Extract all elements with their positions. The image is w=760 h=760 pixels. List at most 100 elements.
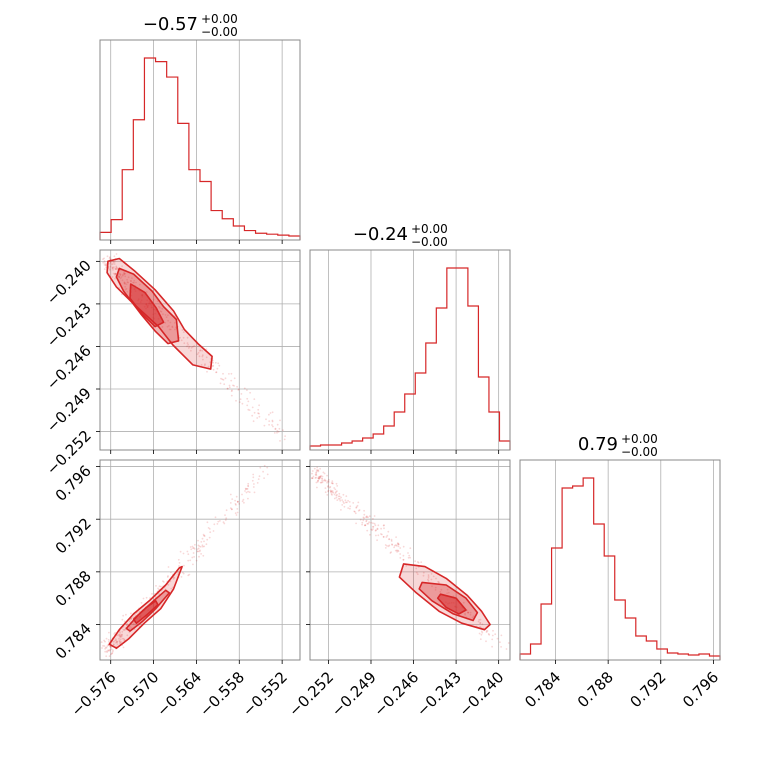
- scatter-point: [340, 509, 342, 511]
- scatter-point: [219, 382, 222, 385]
- scatter-point: [246, 488, 248, 490]
- scatter-point: [369, 533, 371, 536]
- scatter-point: [242, 498, 245, 501]
- scatter-point: [317, 469, 320, 472]
- scatter-point: [271, 419, 274, 422]
- scatter-point: [417, 561, 420, 564]
- scatter-point: [393, 544, 396, 547]
- panel-frame: [519, 459, 721, 661]
- scatter-point: [114, 638, 117, 640]
- scatter-point: [395, 549, 398, 552]
- scatter-point: [188, 573, 191, 576]
- scatter-point: [191, 545, 194, 548]
- x-tick-label: −0.558: [196, 668, 248, 720]
- scatter-point: [236, 501, 239, 503]
- scatter-point: [135, 281, 137, 284]
- scatter-point: [234, 512, 237, 515]
- scatter-point: [247, 408, 250, 411]
- scatter-point: [114, 272, 116, 275]
- scatter-point: [177, 571, 180, 573]
- scatter-point: [491, 634, 494, 637]
- scatter-point: [110, 262, 112, 264]
- scatter-point: [118, 272, 121, 275]
- scatter-point: [259, 466, 262, 469]
- x-tick-label: −0.552: [239, 668, 291, 720]
- scatter-point: [430, 573, 433, 575]
- scatter-point: [390, 540, 393, 542]
- scatter-point: [214, 361, 217, 364]
- scatter-point: [231, 389, 233, 392]
- scatter-point: [330, 490, 333, 493]
- scatter-point: [106, 650, 108, 653]
- scatter-point: [183, 342, 186, 345]
- scatter-point: [253, 491, 256, 494]
- scatter-point: [109, 648, 111, 651]
- scatter-point: [212, 530, 215, 532]
- scatter-point: [180, 339, 183, 342]
- scatter-point: [416, 561, 419, 563]
- scatter-point: [201, 355, 204, 358]
- scatter-point: [397, 543, 399, 545]
- scatter-point: [112, 269, 114, 271]
- scatter-point: [197, 539, 199, 542]
- scatter-point: [158, 305, 160, 308]
- scatter-point: [439, 591, 442, 593]
- scatter-point: [158, 585, 161, 588]
- scatter-point: [110, 652, 113, 655]
- scatter-point: [365, 519, 368, 522]
- scatter-point: [193, 345, 196, 347]
- scatter-point: [122, 637, 125, 640]
- scatter-point: [118, 640, 121, 642]
- scatter-point: [106, 645, 109, 647]
- scatter-point: [284, 435, 286, 437]
- scatter-point: [263, 464, 266, 467]
- scatter-point: [118, 633, 120, 636]
- scatter-point: [204, 363, 206, 366]
- scatter-point: [331, 482, 334, 485]
- scatter-point: [112, 644, 115, 646]
- scatter-point: [216, 367, 219, 370]
- scatter-point: [345, 495, 348, 498]
- scatter-point: [167, 319, 170, 322]
- scatter-point: [114, 273, 116, 276]
- scatter-point: [119, 635, 122, 637]
- scatter-point: [326, 485, 329, 488]
- scatter-point: [469, 611, 472, 614]
- scatter-point: [119, 641, 121, 644]
- scatter-point: [319, 476, 321, 478]
- scatter-point: [391, 543, 393, 546]
- scatter-point: [219, 520, 221, 522]
- scatter-point: [171, 326, 174, 329]
- scatter-point: [163, 581, 165, 583]
- scatter-point: [399, 547, 402, 549]
- histogram-bars: [99, 57, 301, 240]
- scatter-point: [158, 306, 161, 309]
- scatter-point: [171, 325, 174, 328]
- scatter-point: [167, 584, 170, 586]
- scatter-point: [186, 336, 189, 339]
- scatter-point: [108, 649, 111, 652]
- scatter-point: [324, 491, 327, 494]
- scatter-point: [124, 282, 126, 284]
- scatter-point: [427, 577, 430, 579]
- scatter-point: [247, 400, 250, 403]
- scatter-point: [229, 493, 232, 496]
- scatter-point: [125, 283, 128, 286]
- scatter-point: [104, 646, 107, 649]
- scatter-point: [112, 263, 114, 265]
- scatter-point: [317, 477, 320, 479]
- scatter-point: [499, 641, 501, 644]
- scatter-point: [479, 622, 482, 624]
- scatter-point: [229, 507, 232, 510]
- scatter-point: [225, 509, 228, 512]
- panel-frame: [309, 459, 511, 661]
- scatter-point: [317, 479, 319, 482]
- scatter-point: [341, 504, 344, 506]
- y-tick-label: 0.792: [52, 514, 95, 557]
- scatter-point: [477, 620, 480, 623]
- scatter-point: [256, 417, 259, 419]
- scatter-point: [127, 276, 130, 279]
- scatter-point: [190, 346, 193, 349]
- scatter-point: [331, 482, 334, 484]
- scatter-point: [346, 501, 348, 504]
